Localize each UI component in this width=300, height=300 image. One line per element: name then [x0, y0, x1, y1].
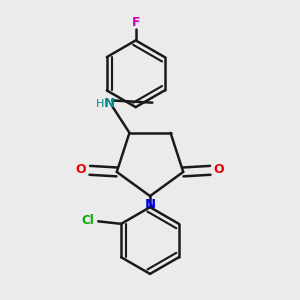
Text: F: F	[131, 16, 140, 29]
Text: Cl: Cl	[81, 214, 94, 227]
Text: O: O	[76, 163, 86, 176]
Text: H: H	[96, 99, 104, 109]
Text: N: N	[144, 198, 156, 211]
Text: N: N	[103, 97, 115, 110]
Text: O: O	[214, 163, 224, 176]
